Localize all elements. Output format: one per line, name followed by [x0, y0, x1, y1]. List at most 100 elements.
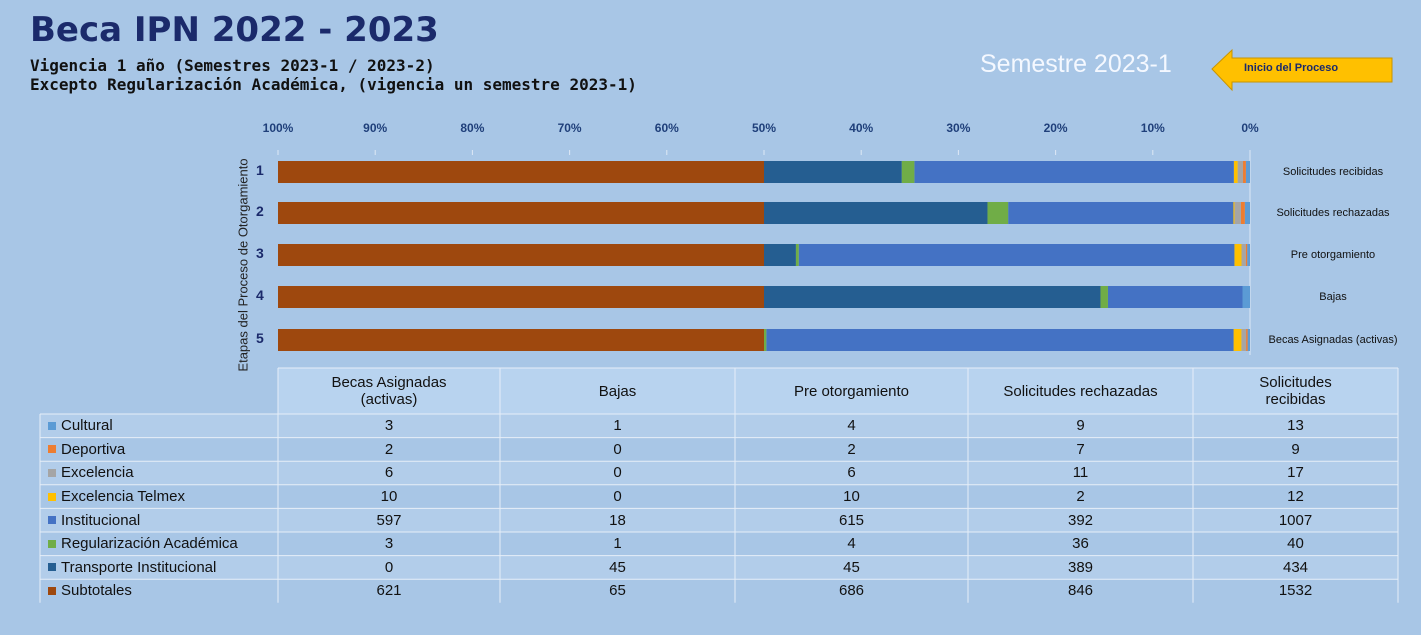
bar-segment: [1233, 329, 1242, 351]
bar-segment: [278, 329, 764, 351]
bar-segment: [1246, 329, 1248, 351]
table-cell: 615: [838, 511, 865, 529]
table-row-bg: [40, 484, 1398, 509]
legend-swatch: [48, 516, 56, 525]
bar-segment: [278, 161, 764, 183]
legend-swatch: [48, 563, 56, 572]
bar-segment: [1247, 329, 1250, 351]
table-cell: 1: [613, 535, 622, 553]
bar-segment: [278, 202, 764, 224]
bar-segment: [278, 286, 764, 308]
legend-entry: Cultural: [40, 414, 278, 438]
x-tick-label: 30%: [946, 121, 971, 135]
bar-segment: [1247, 244, 1250, 266]
table-cell: 597: [376, 511, 402, 529]
bar-segment: [1245, 161, 1250, 183]
bar-segment: [1107, 286, 1243, 308]
bar-segment: [1100, 286, 1108, 308]
row-label: 4: [256, 287, 264, 303]
x-tick-label: 70%: [557, 121, 582, 135]
legend-swatch: [48, 492, 56, 501]
bar-segment: [1241, 329, 1247, 351]
y-axis-label: Etapas del Proceso de Otorgamiento: [235, 158, 251, 372]
x-tick-label: 50%: [751, 121, 777, 135]
table-cell: 1532: [1278, 582, 1313, 600]
row-label: 1: [256, 162, 264, 178]
table-row-bg: [40, 555, 1398, 580]
bar-segment: [764, 161, 902, 183]
legend-label: Institucional: [61, 511, 141, 529]
table-cell: 7: [1076, 440, 1085, 458]
table-cell: 1: [613, 417, 622, 435]
bar-segment: [798, 244, 1235, 266]
table-cell: 392: [1067, 511, 1094, 529]
table-cell: 13: [1287, 417, 1304, 435]
bar-segment: [764, 244, 796, 266]
bar-segment: [1242, 286, 1250, 308]
callout-text: Inicio del Proceso: [1244, 62, 1339, 74]
bar-segment: [795, 244, 799, 266]
legend-label: Excelencia: [61, 464, 134, 482]
legend-label: Transporte Institucional: [61, 558, 217, 576]
bar-segment: [278, 244, 764, 266]
category-label: Pre otorgamiento: [1290, 249, 1376, 261]
table-cell: 0: [613, 488, 622, 506]
bar-segment: [914, 161, 1234, 183]
table-cell: 389: [1067, 558, 1094, 576]
table-cell: 18: [609, 511, 626, 529]
legend-swatch: [48, 586, 56, 595]
x-tick-label: 100%: [262, 121, 294, 135]
table-cell: 3: [384, 417, 394, 435]
bar-segment: [764, 202, 988, 224]
legend-label: Excelencia Telmex: [61, 488, 185, 506]
category-label: Solicitudes recibidas: [1282, 166, 1384, 178]
bar-segment: [1234, 202, 1241, 224]
table-header: Solicitudes recibidas: [1259, 374, 1332, 408]
bar-segment: [1234, 244, 1242, 266]
subtitle: Excepto Regularización Académica, (vigen…: [30, 75, 637, 94]
table-cell: 36: [1072, 535, 1089, 553]
legend-swatch: [48, 445, 56, 454]
x-tick-label: 90%: [363, 121, 388, 135]
table-cell: 6: [847, 464, 856, 482]
bar-segment: [1008, 202, 1234, 224]
table-cell: 10: [380, 488, 398, 506]
table-cell: 0: [613, 464, 622, 482]
table-cell: 12: [1287, 488, 1304, 506]
x-tick-label: 0%: [1241, 121, 1259, 135]
legend-label: Deportiva: [61, 440, 126, 458]
legend-swatch: [48, 468, 56, 477]
legend-label: Regularización Académica: [61, 535, 238, 553]
table-cell: 40: [1287, 535, 1304, 553]
legend-label: Cultural: [61, 417, 113, 435]
table-cell: 3: [384, 535, 394, 553]
legend-entry: Subtotales: [40, 579, 278, 603]
table-cell: 45: [843, 558, 860, 576]
table-cell: 9: [1291, 440, 1300, 458]
category-label: Bajas: [1319, 291, 1347, 303]
legend-entry: Excelencia: [40, 461, 278, 485]
table-header: Bajas: [598, 382, 637, 400]
table-cell: 846: [1067, 582, 1094, 600]
bar-segment: [766, 329, 1234, 351]
bar-segment: [764, 286, 1101, 308]
bar-segment: [901, 161, 915, 183]
table-cell: 0: [613, 440, 622, 458]
table-cell: 4: [847, 417, 856, 435]
table-row-bg: [40, 579, 1398, 603]
legend-swatch: [48, 421, 56, 430]
table-cell: 2: [384, 440, 394, 458]
x-tick-label: 10%: [1140, 121, 1165, 135]
table-cell: 4: [847, 535, 856, 553]
bar-segment: [1244, 202, 1250, 224]
bar-segment: [1243, 161, 1246, 183]
table-cell: 11: [1072, 464, 1089, 482]
bar-segment: [1241, 244, 1246, 266]
table-row-bg: [40, 461, 1398, 485]
x-tick-label: 80%: [460, 121, 485, 135]
table-cell: 9: [1076, 417, 1085, 435]
table-cell: 621: [376, 582, 402, 600]
table-cell: 45: [609, 558, 626, 576]
table-cell: 1007: [1278, 511, 1313, 529]
